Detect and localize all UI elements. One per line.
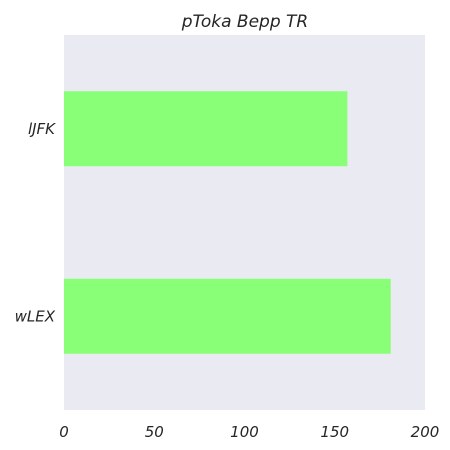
bar-wLEX	[64, 278, 391, 354]
x-tick-label: 200	[411, 423, 440, 441]
y-tick-label: lJFK	[28, 120, 56, 138]
chart-title: pToka Bepp TR	[181, 12, 308, 32]
bar-lJFK	[64, 91, 348, 167]
x-tick-label: 0	[59, 423, 69, 441]
y-tick-label: wLEX	[15, 307, 56, 325]
x-tick-label: 150	[320, 423, 349, 441]
x-tick-label: 100	[230, 423, 259, 441]
x-tick-label: 50	[145, 423, 164, 441]
